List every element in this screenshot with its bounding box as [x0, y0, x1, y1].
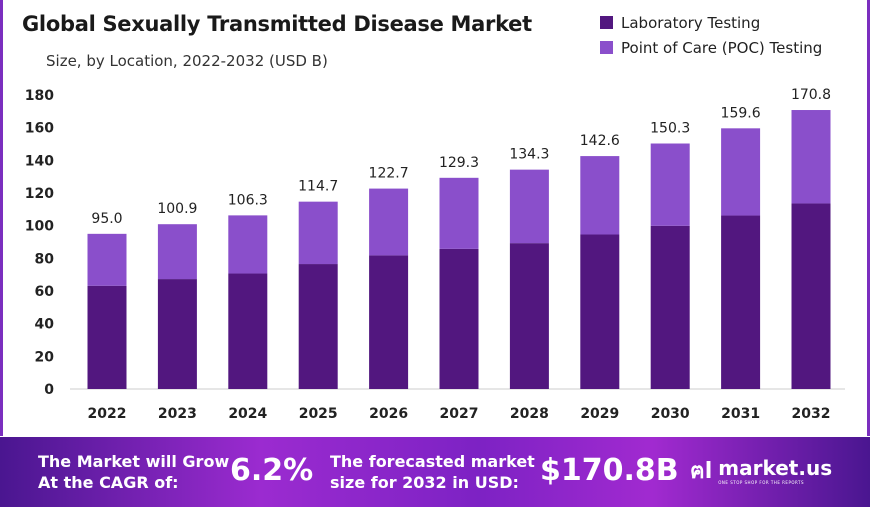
bar-segment-lab	[228, 273, 268, 389]
y-tick-label: 80	[35, 251, 55, 267]
data-label: 142.6	[580, 133, 620, 149]
legend-item-lab: Laboratory Testing	[600, 10, 822, 35]
y-tick-label: 160	[25, 121, 54, 137]
cagr-text: The Market will Grow At the CAGR of:	[38, 451, 229, 493]
data-label: 170.8	[791, 87, 831, 103]
data-label: 122.7	[369, 166, 409, 182]
y-tick-label: 120	[25, 186, 54, 202]
bar-segment-lab	[580, 234, 620, 389]
bar-segment-lab	[721, 215, 761, 389]
bar-segment-poc	[157, 224, 197, 280]
x-tick-label: 2027	[440, 406, 479, 422]
y-tick-label: 40	[35, 317, 55, 333]
brand-name: market.us	[718, 456, 833, 480]
cagr-text-line1: The Market will Grow	[38, 452, 230, 471]
x-tick-label: 2023	[158, 406, 197, 422]
data-label: 114.7	[298, 179, 338, 195]
chart-subtitle: Size, by Location, 2022-2032 (USD B)	[46, 52, 328, 70]
bar-segment-lab	[298, 264, 338, 389]
bar-segment-lab	[791, 203, 831, 389]
bar-segment-poc	[298, 201, 338, 265]
bar-segment-poc	[791, 110, 831, 204]
data-label: 129.3	[439, 155, 479, 171]
bar-segment-poc	[509, 169, 549, 244]
x-tick-label: 2029	[580, 406, 619, 422]
bar-segment-poc	[650, 143, 690, 226]
forecast-text-line2: size for 2032 in USD:	[330, 473, 519, 492]
forecast-value: $170.8B	[540, 453, 679, 488]
bar-segment-lab	[650, 225, 690, 389]
legend-swatch	[600, 41, 613, 54]
y-tick-label: 100	[25, 219, 54, 235]
x-tick-label: 2024	[228, 406, 267, 422]
x-tick-label: 2025	[299, 406, 338, 422]
brand-tagline: ONE STOP SHOP FOR THE REPORTS	[718, 480, 804, 485]
bar-segment-lab	[439, 248, 479, 389]
data-label: 159.6	[721, 105, 761, 121]
y-tick-label: 20	[35, 349, 55, 365]
cagr-value: 6.2%	[230, 453, 314, 488]
cagr-text-line2: At the CAGR of:	[38, 473, 179, 492]
bar-segment-poc	[369, 188, 409, 256]
chart-plot: 0 20 40 60 80 100 120 140 160 180 95.0 2022 100.9 202…	[25, 87, 845, 422]
bar-segment-poc	[87, 233, 127, 286]
x-tick-label: 2022	[88, 406, 127, 422]
x-tick-label: 2026	[369, 406, 408, 422]
bar-segment-poc	[439, 177, 479, 249]
chart-frame	[0, 0, 870, 436]
data-label: 95.0	[91, 211, 122, 227]
legend-label: Point of Care (POC) Testing	[621, 38, 823, 57]
x-tick-label: 2031	[721, 406, 760, 422]
footer-banner: The Market will Grow At the CAGR of: 6.2%…	[0, 437, 870, 507]
forecast-text: The forecasted market size for 2032 in US…	[330, 451, 535, 493]
y-tick-label: 180	[25, 88, 54, 104]
y-tick-label: 140	[25, 153, 54, 169]
logo-icon: ฅl	[690, 459, 713, 484]
legend: Laboratory Testing Point of Care (POC) T…	[600, 10, 822, 60]
chart-title: Global Sexually Transmitted Disease Mark…	[22, 12, 532, 36]
bar-segment-lab	[369, 255, 409, 389]
bar-segment-poc	[580, 156, 620, 235]
market-us-logo: ฅl market.us ONE STOP SHOP FOR THE REPORT…	[690, 453, 832, 488]
bar-segment-lab	[509, 243, 549, 389]
forecast-text-line1: The forecasted market	[330, 452, 535, 471]
data-label: 134.3	[509, 147, 549, 163]
data-label: 150.3	[650, 121, 690, 137]
y-tick-label: 60	[35, 284, 55, 300]
legend-swatch	[600, 16, 613, 29]
x-tick-label: 2032	[792, 406, 831, 422]
legend-label: Laboratory Testing	[621, 13, 761, 32]
bar-segment-lab	[157, 279, 197, 389]
y-tick-label: 0	[44, 382, 54, 398]
data-label: 106.3	[228, 192, 268, 208]
bar-segment-poc	[228, 215, 268, 274]
bar-segment-poc	[721, 128, 761, 216]
data-label: 100.9	[157, 201, 197, 217]
legend-item-poc: Point of Care (POC) Testing	[600, 35, 822, 60]
x-tick-label: 2030	[651, 406, 690, 422]
x-tick-label: 2028	[510, 406, 549, 422]
bar-segment-lab	[87, 285, 127, 389]
